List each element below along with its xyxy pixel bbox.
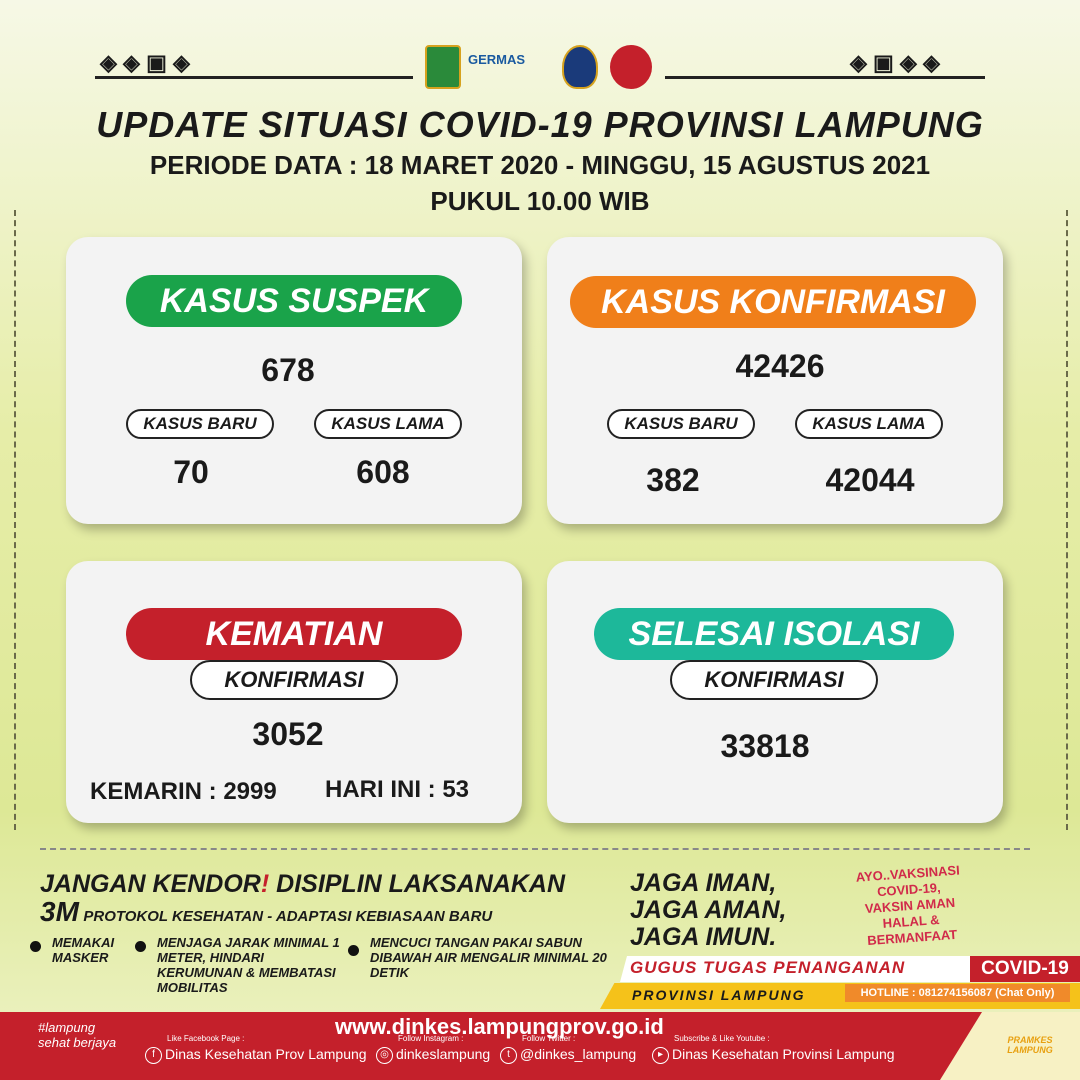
police-logo [562, 45, 598, 89]
konfirmasi-baru-label: KASUS BARU [607, 409, 755, 439]
kematian-sub: KONFIRMASI [190, 660, 398, 700]
exclamation: ! [260, 870, 270, 898]
campaign-protokol: PROTOKOL KESEHATAN - ADAPTASI KEBIASAAN … [83, 908, 493, 925]
yt-label: Subscribe & Like Youtube : [674, 1034, 770, 1043]
prov-label: PROVINSI LAMPUNG [632, 987, 806, 1003]
divider-right [665, 76, 985, 79]
selesai-sub: KONFIRMASI [670, 660, 878, 700]
divider-bottom [40, 848, 1030, 850]
youtube-icon: ▸ [652, 1046, 669, 1064]
konfirmasi-total: 42426 [735, 348, 825, 384]
instagram-icon: ◎ [376, 1046, 393, 1064]
ornament-right-icon: ◈ ▣ ◈ ◈ [850, 50, 940, 75]
campaign-3m: 3M [40, 896, 79, 927]
kematian-kemarin: KEMARIN : 2999 [90, 778, 277, 805]
konfirmasi-label: KASUS KONFIRMASI [570, 276, 976, 328]
selesai-total: 33818 [720, 728, 810, 764]
gugus-banner [620, 956, 970, 982]
youtube-link[interactable]: Subscribe & Like Youtube : ▸ Dinas Kesehat… [652, 1034, 895, 1064]
period: PERIODE DATA : 18 MARET 2020 - MINGGU, 1… [149, 150, 931, 180]
konfirmasi-lama-label: KASUS LAMA [795, 409, 943, 439]
hashtag-logo: #lampung sehat berjaya [38, 1020, 117, 1050]
gugus-covid: COVID-19 [970, 956, 1080, 982]
pramkes-logo: PRAMKES LAMPUNG [1007, 1035, 1053, 1055]
kematian-total: 3052 [252, 716, 324, 752]
fb-label: Like Facebook Page : [167, 1034, 245, 1043]
bullet-3: MENCUCI TANGAN PAKAI SABUN DIBAWAH AIR M… [348, 935, 618, 980]
tw-text: @dinkes_lampung [520, 1046, 637, 1062]
footer [0, 1012, 1080, 1080]
bullet-dot-icon [30, 941, 41, 952]
bullet-text: MENJAGA JARAK MINIMAL 1 METER, HINDARI K… [157, 935, 340, 995]
kematian-hari-ini: HARI INI : 53 [325, 776, 470, 803]
selesai-label: SELESAI ISOLASI [594, 608, 954, 660]
jaga-line: JAGA IMUN. [630, 923, 777, 951]
suspek-label: KASUS SUSPEK [126, 275, 462, 327]
army-logo [610, 45, 652, 89]
suspek-total: 678 [261, 352, 315, 388]
bullet-dot-icon [348, 945, 359, 956]
jaga-line: JAGA IMAN, [630, 869, 777, 897]
website-link[interactable]: www.dinkes.lampungprov.go.id [335, 1014, 664, 1039]
border-left [14, 210, 16, 830]
campaign-line2: 3M PROTOKOL KESEHATAN - ADAPTASI KEBIASA… [40, 896, 492, 928]
bullet-dot-icon [135, 941, 146, 952]
kematian-label: KEMATIAN [126, 608, 462, 660]
germas-logo: GERMAS [468, 52, 526, 67]
instagram-link[interactable]: Follow Instagram : ◎ dinkeslampung [376, 1034, 491, 1064]
konfirmasi-lama: 42044 [825, 462, 915, 498]
facebook-icon: f [145, 1046, 162, 1064]
jaga-line: JAGA AMAN, [630, 896, 787, 924]
twitter-link[interactable]: Follow Twitter : t @dinkes_lampung [500, 1034, 637, 1064]
twitter-icon: t [500, 1046, 517, 1064]
campaign-disiplin: DISIPLIN LAKSANAKAN [276, 870, 566, 898]
bullet-text: MENCUCI TANGAN PAKAI SABUN DIBAWAH AIR M… [370, 935, 607, 980]
suspek-lama-label: KASUS LAMA [314, 409, 462, 439]
suspek-lama: 608 [356, 454, 410, 490]
campaign-line1: JANGAN KENDOR! DISIPLIN LAKSANAKAN [40, 870, 565, 899]
vaksin-callout: AYO..VAKSINASI COVID-19, VAKSIN AMAN HALAL … [827, 861, 992, 952]
suspek-baru-label: KASUS BARU [126, 409, 274, 439]
hotline: HOTLINE : 081274156087 (Chat Only) [845, 984, 1070, 1002]
time: PUKUL 10.00 WIB [430, 186, 650, 216]
facebook-link[interactable]: Like Facebook Page : f Dinas Kesehatan Pro… [145, 1034, 367, 1064]
divider-left [95, 76, 413, 79]
fb-text: Dinas Kesehatan Prov Lampung [165, 1046, 367, 1062]
lampung-logo [425, 45, 461, 89]
page-title: UPDATE SITUASI COVID-19 PROVINSI LAMPUNG [96, 104, 984, 145]
konfirmasi-baru: 382 [646, 462, 700, 498]
border-right [1066, 210, 1068, 830]
tw-label: Follow Twitter : [522, 1034, 576, 1043]
bullet-text: MEMAKAI MASKER [52, 935, 115, 965]
suspek-baru: 70 [173, 454, 209, 490]
ig-text: dinkeslampung [396, 1046, 491, 1062]
ig-label: Follow Instagram : [398, 1034, 464, 1043]
ornament-left-icon: ◈ ◈ ▣ ◈ [100, 50, 190, 75]
campaign-jangan: JANGAN KENDOR [40, 870, 261, 898]
bullet-1: MEMAKAI MASKER [30, 935, 130, 965]
gugus-label: GUGUS TUGAS PENANGANAN [630, 958, 906, 977]
jaga-slogan: JAGA IMAN, JAGA AMAN, JAGA IMUN. [630, 870, 786, 951]
bullet-2: MENJAGA JARAK MINIMAL 1 METER, HINDARI K… [135, 935, 340, 995]
yt-text: Dinas Kesehatan Provinsi Lampung [672, 1046, 895, 1062]
